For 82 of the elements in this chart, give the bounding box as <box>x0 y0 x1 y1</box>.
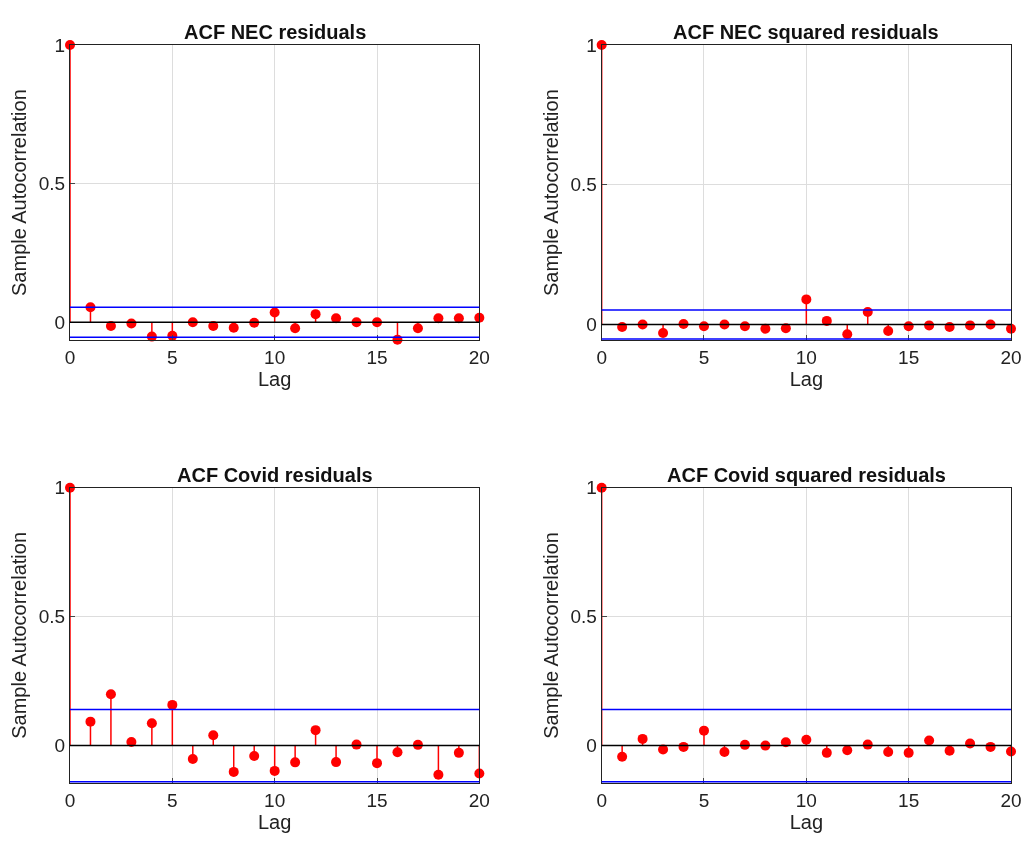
point <box>392 747 403 758</box>
x-tick-label: 15 <box>898 347 920 368</box>
point <box>412 323 423 334</box>
point <box>290 323 301 334</box>
point <box>903 747 914 758</box>
point <box>249 750 260 761</box>
point <box>269 307 280 318</box>
point <box>228 766 239 777</box>
point <box>208 730 219 741</box>
y-tick-label: 0 <box>586 735 597 757</box>
y-tick-label: 0 <box>54 735 66 757</box>
y-axis-title: Sample Autocorrelation <box>539 532 562 739</box>
x-tick-label: 15 <box>366 789 388 811</box>
point <box>372 758 382 769</box>
x-tick-label: 20 <box>468 347 490 368</box>
point <box>658 744 669 755</box>
point <box>453 747 464 758</box>
y-tick-label: 1 <box>54 34 66 56</box>
x-tick-label: 5 <box>167 789 178 811</box>
point <box>617 751 628 762</box>
point <box>760 323 771 334</box>
x-axis-title: Lag <box>789 810 824 833</box>
x-tick-label: 15 <box>366 347 388 368</box>
x-tick-label: 20 <box>1000 789 1022 811</box>
point <box>433 769 444 780</box>
point <box>842 745 853 756</box>
x-axis-title: Lag <box>257 368 292 390</box>
point <box>780 737 791 748</box>
y-tick-label: 0 <box>586 314 597 336</box>
point <box>780 323 791 334</box>
x-tick-label: 5 <box>167 347 178 368</box>
x-tick-label: 10 <box>795 789 817 811</box>
point <box>821 315 832 326</box>
point <box>331 757 342 768</box>
point <box>801 294 812 305</box>
chart-title: ACF NEC squared residuals <box>673 21 939 43</box>
point <box>637 733 648 744</box>
point <box>187 754 198 765</box>
point <box>699 725 709 736</box>
point <box>290 757 301 768</box>
point <box>85 716 96 727</box>
x-tick-label: 10 <box>264 347 286 368</box>
x-axis-title: Lag <box>257 810 292 833</box>
point <box>883 325 894 336</box>
y-tick-label: 1 <box>54 477 66 499</box>
point <box>944 745 955 756</box>
point <box>801 734 812 745</box>
point <box>269 765 280 776</box>
point <box>310 725 321 736</box>
point <box>842 329 853 340</box>
point <box>167 699 178 710</box>
x-tick-label: 20 <box>1000 347 1022 368</box>
y-tick-label: 0 <box>54 311 66 333</box>
point <box>126 737 137 748</box>
point <box>146 718 157 729</box>
point <box>658 327 669 338</box>
point <box>883 747 894 758</box>
chart-title: ACF Covid squared residuals <box>667 464 946 486</box>
y-tick-label: 1 <box>586 477 597 499</box>
y-axis-title: Sample Autocorrelation <box>8 89 31 296</box>
y-tick-label: 0.5 <box>570 606 597 628</box>
point <box>821 747 832 758</box>
y-tick-label: 0.5 <box>570 174 597 196</box>
y-tick-label: 0.5 <box>38 173 66 195</box>
point <box>310 309 321 320</box>
y-axis-title: Sample Autocorrelation <box>8 532 31 739</box>
y-tick-label: 1 <box>586 34 597 56</box>
x-tick-label: 5 <box>698 789 710 811</box>
point <box>105 689 116 700</box>
x-tick-label: 5 <box>698 347 710 368</box>
x-tick-label: 15 <box>898 789 920 811</box>
x-tick-label: 10 <box>795 347 817 368</box>
point <box>228 322 239 333</box>
x-tick-label: 10 <box>264 789 286 811</box>
point <box>924 735 935 746</box>
y-tick-label: 0.5 <box>38 606 66 628</box>
chart-title: ACF Covid residuals <box>177 464 373 486</box>
y-axis-title: Sample Autocorrelation <box>539 89 562 296</box>
chart-title: ACF NEC residuals <box>184 21 367 43</box>
x-axis-title: Lag <box>789 368 824 390</box>
x-tick-label: 20 <box>468 789 490 811</box>
point <box>719 747 730 758</box>
